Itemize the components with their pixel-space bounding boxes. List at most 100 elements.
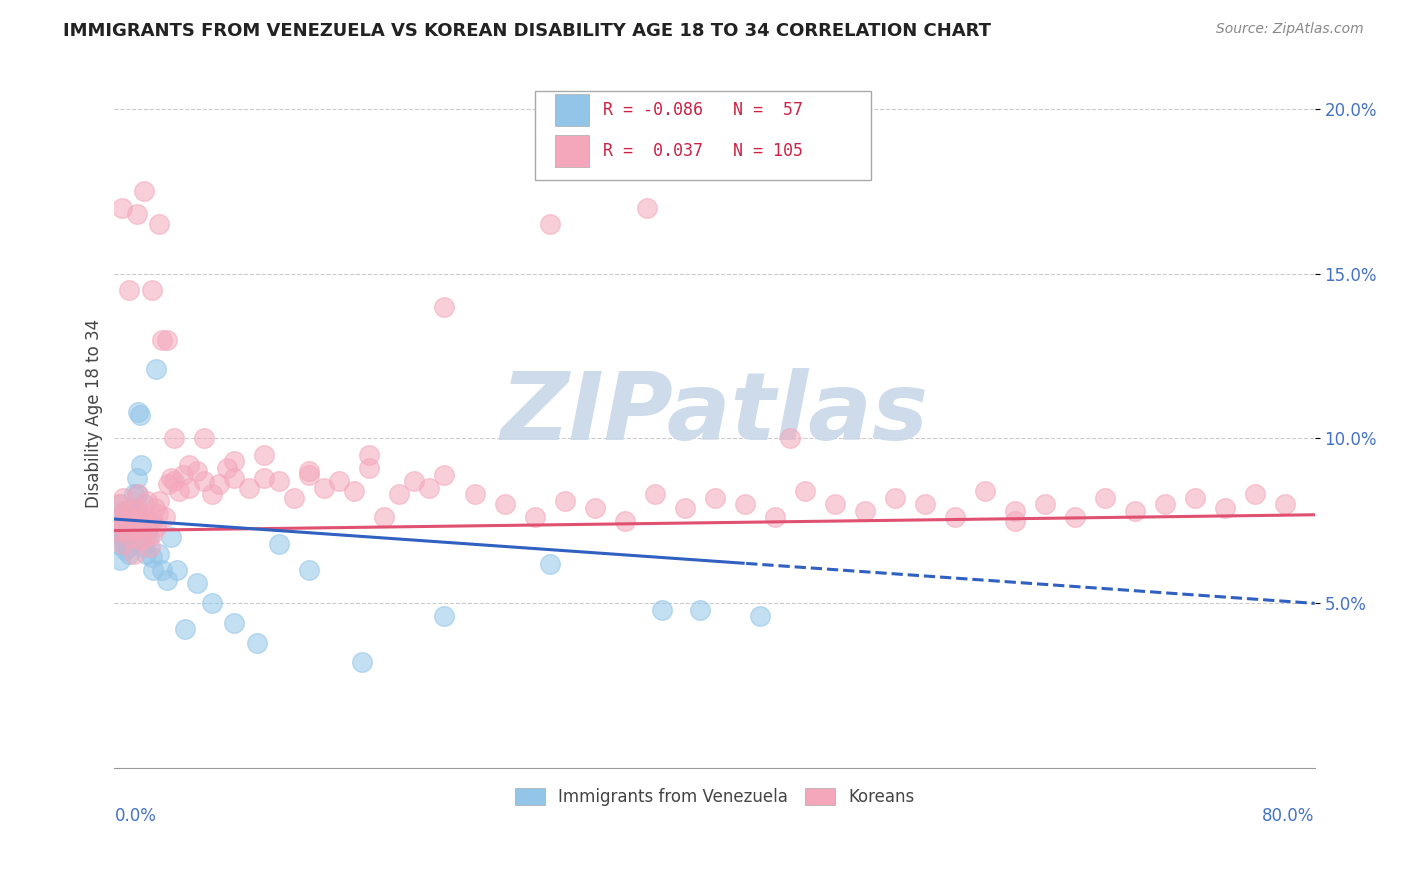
Point [145,520,167,534]
Point [193,474,215,488]
Point [433,300,456,314]
Point [114,516,136,531]
Point [111,201,134,215]
Point [208,477,231,491]
Point [142,514,165,528]
Point [148,547,170,561]
Point [111,537,134,551]
Point [118,547,141,561]
Point [112,504,135,518]
Point [636,201,658,215]
Point [114,504,136,518]
Point [125,471,148,485]
Point [108,510,131,524]
Point [1123,504,1146,518]
Point [141,549,163,564]
Point [146,507,169,521]
Point [298,464,321,478]
Point [115,530,138,544]
Point [224,471,246,485]
Point [148,217,170,231]
Point [138,530,160,544]
Point [157,477,180,491]
Point [201,487,224,501]
Point [136,494,159,508]
FancyBboxPatch shape [555,94,589,126]
Point [120,527,142,541]
Point [132,540,155,554]
Point [141,283,163,297]
Point [110,497,132,511]
Point [224,454,246,468]
Point [269,474,291,488]
Point [108,497,131,511]
Point [238,481,260,495]
Text: 0.0%: 0.0% [114,806,156,824]
Point [136,524,159,538]
Point [143,500,166,515]
Point [121,533,143,548]
Point [172,467,194,482]
Point [883,491,905,505]
Point [651,602,673,616]
Point [124,500,146,515]
Point [135,530,157,544]
Point [107,527,129,541]
Point [298,563,321,577]
Point [125,500,148,515]
Point [118,530,141,544]
Point [328,474,350,488]
Text: 80.0%: 80.0% [1263,806,1315,824]
Point [973,484,995,499]
Point [253,471,276,485]
Point [179,481,201,495]
Point [122,516,145,531]
Point [117,540,139,554]
Point [673,500,696,515]
Point [121,507,143,521]
Text: ZIPatlas: ZIPatlas [501,368,928,459]
Point [433,609,456,624]
Point [134,507,156,521]
Point [114,543,136,558]
Point [129,409,152,423]
Point [131,514,153,528]
Point [644,487,666,501]
Point [1063,510,1085,524]
Point [163,431,186,445]
Point [122,547,145,561]
Point [110,553,132,567]
Point [142,563,165,577]
Point [689,602,711,616]
Point [1094,491,1116,505]
Point [314,481,336,495]
Point [613,514,636,528]
Legend: Immigrants from Venezuela, Koreans: Immigrants from Venezuela, Koreans [508,781,921,813]
Point [298,467,321,482]
Point [388,487,411,501]
Point [404,474,426,488]
Point [163,474,186,488]
Point [139,540,162,554]
Point [104,524,127,538]
Point [350,656,373,670]
Point [494,497,516,511]
Point [373,510,395,524]
Point [115,524,138,538]
Point [193,431,215,445]
Point [124,524,146,538]
Point [703,491,725,505]
Point [748,609,770,624]
Point [145,362,167,376]
Point [253,448,276,462]
Point [359,461,381,475]
Point [152,333,174,347]
Point [583,500,606,515]
Point [1033,497,1056,511]
Point [117,510,139,524]
Point [343,484,366,499]
Point [763,510,786,524]
Point [1243,487,1265,501]
Point [246,635,269,649]
Point [155,510,177,524]
